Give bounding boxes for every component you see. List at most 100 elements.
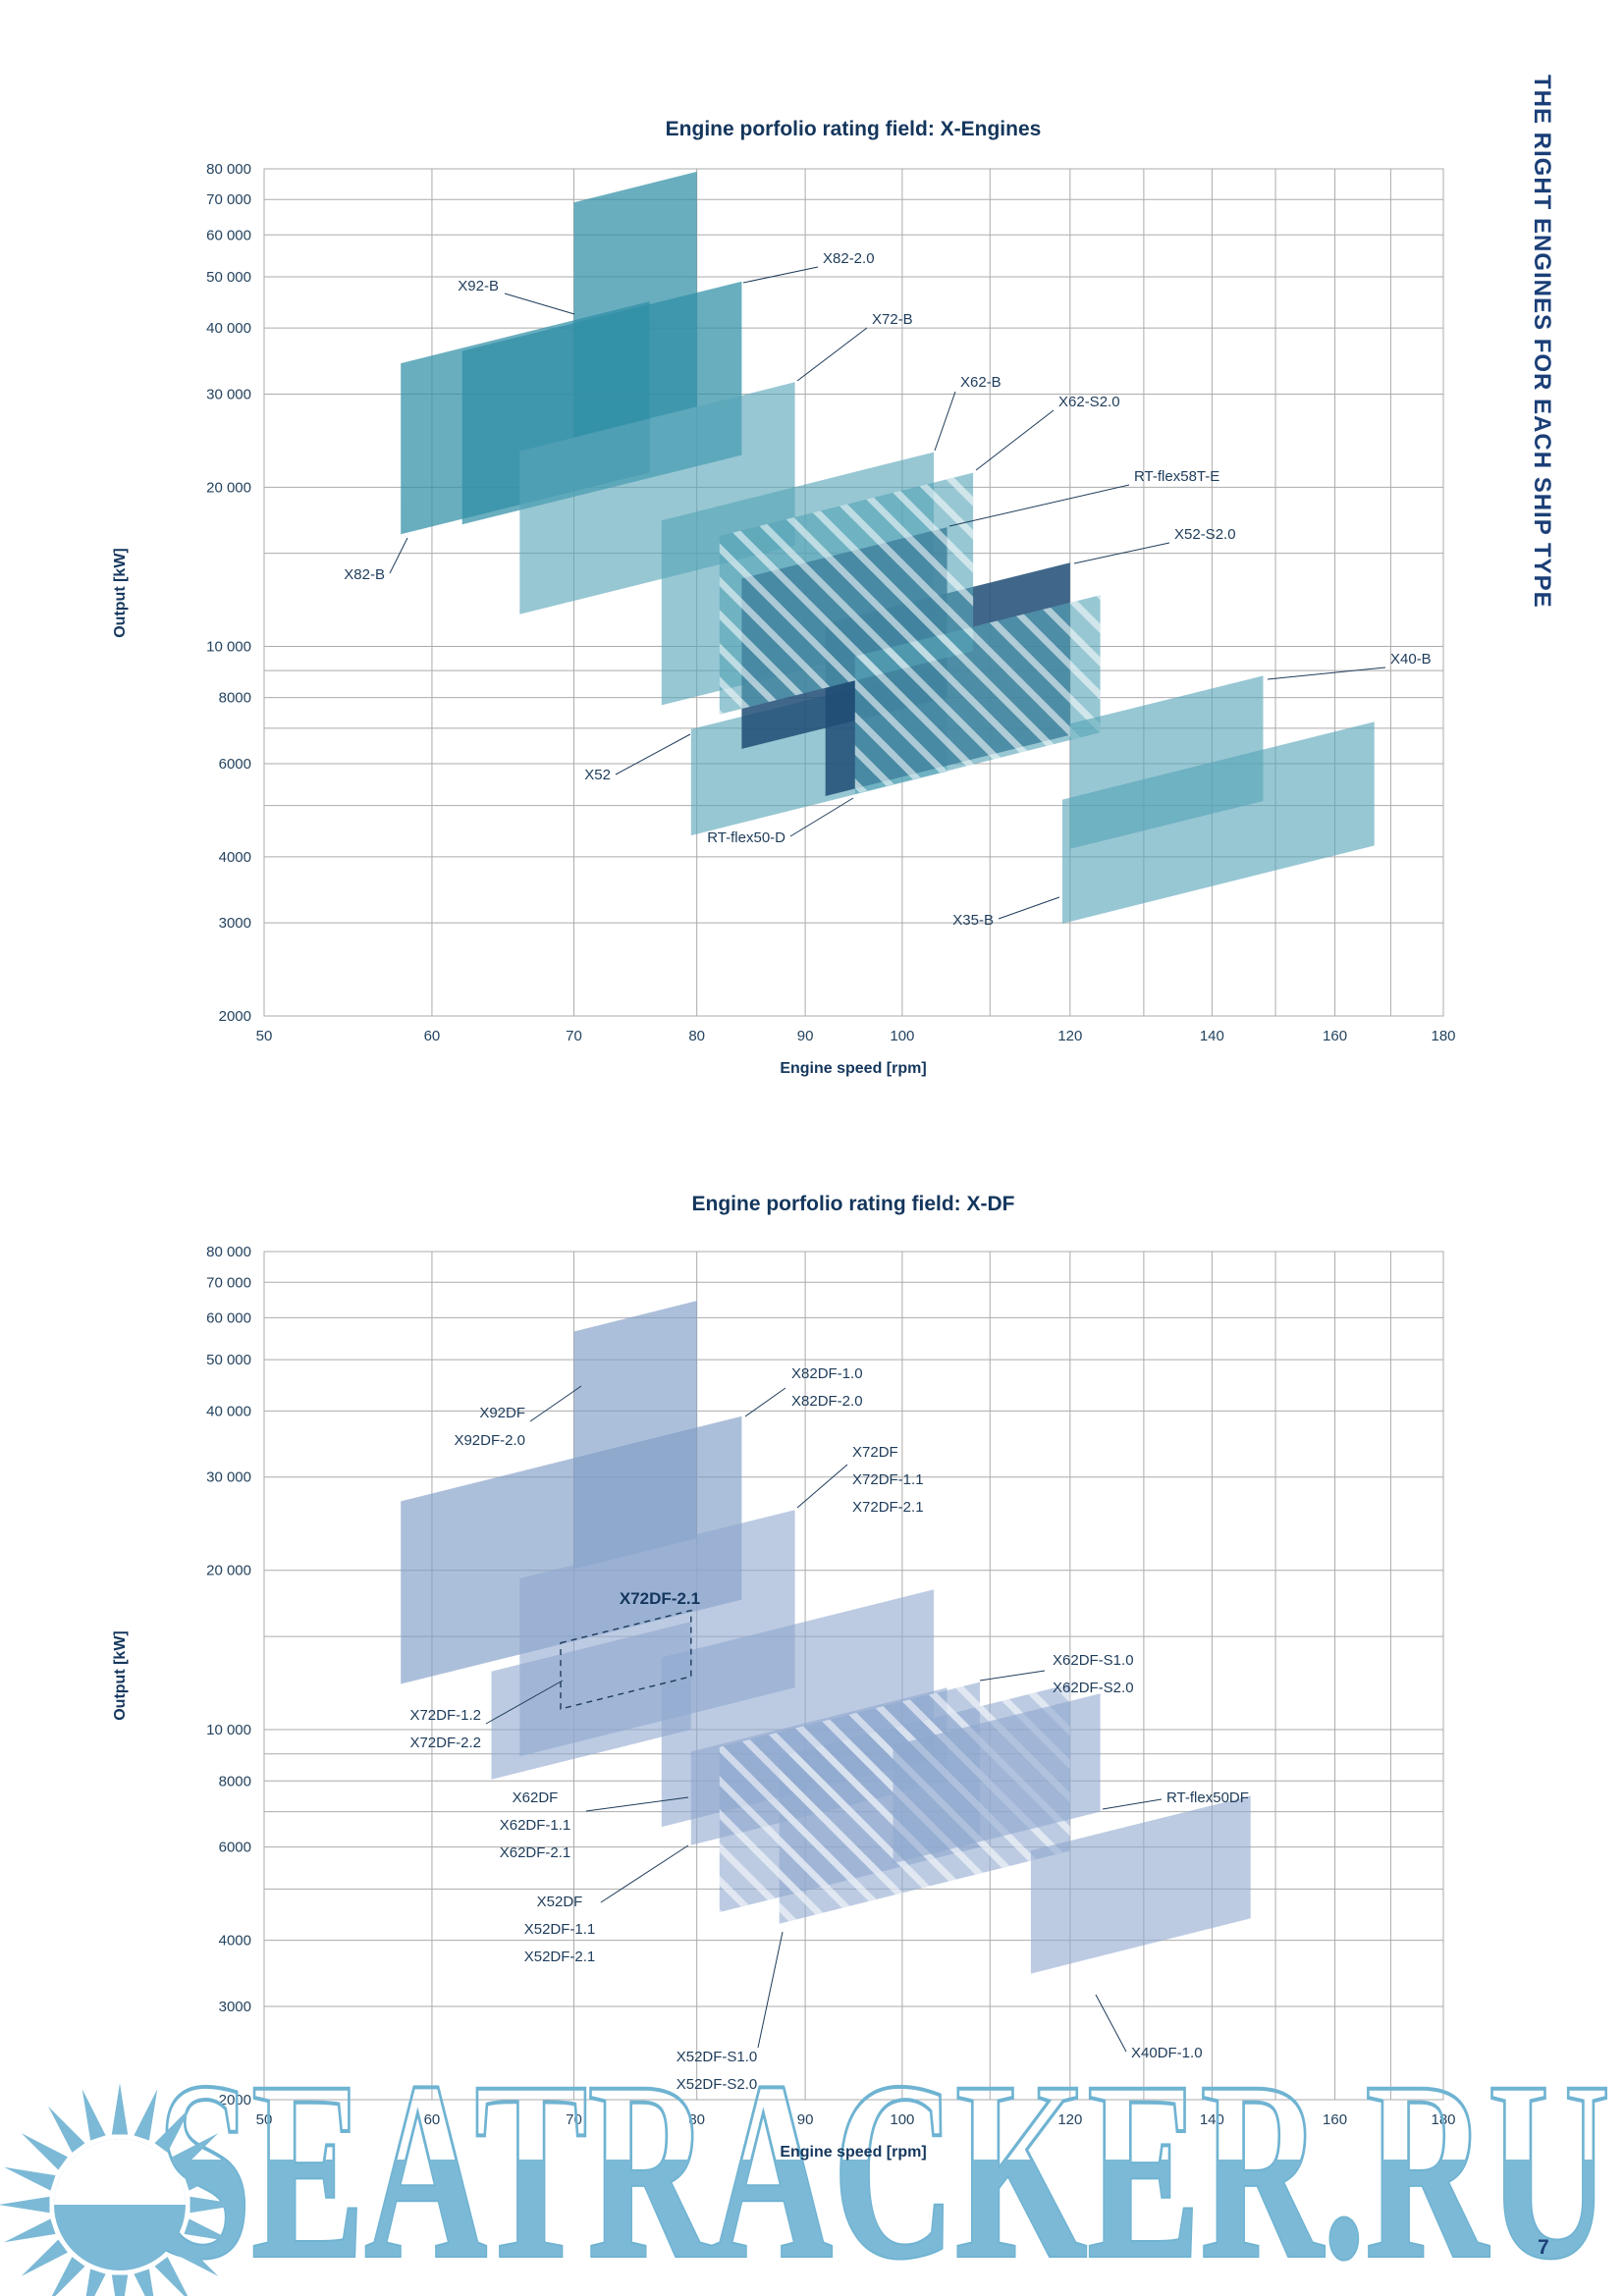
- x-tick-label: 70: [566, 1028, 582, 1044]
- x-tick-label: 80: [688, 2111, 705, 2128]
- engine-label: X52: [584, 767, 611, 783]
- y-tick-label: 80 000: [206, 161, 251, 178]
- engine-label: X52DF-S1.0 X52DF-S2.0: [677, 2049, 758, 2093]
- y-tick-label: 6000: [219, 1840, 251, 1856]
- y-tick-label: 10 000: [206, 638, 251, 655]
- leader-line: [975, 409, 1055, 471]
- region-hatch-RT-flex50-D: [854, 595, 1101, 794]
- y-tick-label: 70 000: [206, 1274, 251, 1291]
- region-X35-B: [1062, 721, 1375, 924]
- x-tick-label: 160: [1323, 2111, 1347, 2128]
- x-tick-label: 50: [256, 1028, 273, 1044]
- y-tick-label: 2000: [219, 2092, 251, 2109]
- engine-label: X82-2.0: [823, 250, 875, 267]
- y-tick-label: 8000: [219, 1773, 251, 1789]
- leader-line: [600, 1844, 689, 1903]
- engine-label: RT-flex50-D: [707, 829, 785, 846]
- engine-label: X82DF-1.0 X82DF-2.0: [791, 1365, 863, 1410]
- x-tick-label: 80: [688, 1028, 705, 1044]
- x-tick-label: 160: [1323, 1028, 1347, 1044]
- tick-labels: 80 000 70 000 60 000 50 000 40 000 30 000 20 0…: [206, 161, 1455, 1044]
- y-tick-label: 40 000: [206, 320, 251, 337]
- leader-line: [504, 293, 575, 315]
- charts-layer: 80 000 70 000 60 000 50 000 40 000 30 000 20 0…: [206, 161, 1455, 2128]
- y-tick-label: 20 000: [206, 1563, 251, 1579]
- x-tick-label: 90: [797, 2111, 814, 2128]
- leader-line: [1095, 1994, 1127, 2053]
- tick-labels: 80 000 70 000 60 000 50 000 40 000 30 000 20 0…: [206, 1244, 1455, 2128]
- y-tick-label: 3000: [219, 1999, 251, 2015]
- x-tick-label: 140: [1200, 1028, 1224, 1044]
- engine-label: X62DF-S1.0 X62DF-S2.0: [1053, 1652, 1134, 1696]
- chart-1: 80 000 70 000 60 000 50 000 40 000 30 000 20 0…: [206, 161, 1455, 1044]
- sun-rays: [0, 2083, 242, 2296]
- engine-label: X62-B: [960, 374, 1001, 391]
- leader-line: [529, 1385, 582, 1422]
- sun-logo-icon: [0, 2083, 242, 2296]
- engine-label: X40DF-1.0: [1131, 2045, 1203, 2061]
- engine-label: RT-flex50DF: [1166, 1789, 1249, 1806]
- leader-line: [485, 1680, 564, 1725]
- engine-label: X62-S2.0: [1058, 394, 1120, 410]
- y-tick-label: 6000: [219, 756, 251, 773]
- leader-line: [615, 733, 691, 775]
- x-tick-label: 120: [1057, 1028, 1082, 1044]
- engine-label: X52DF X52DF-1.1 X52DF-2.1: [524, 1894, 596, 1965]
- y-tick-label: 40 000: [206, 1403, 251, 1419]
- chart-2: 80 000 70 000 60 000 50 000 40 000 30 000 20 0…: [206, 1244, 1455, 2128]
- y-tick-label: 70 000: [206, 191, 251, 208]
- chart-2-title: Engine porfolio rating field: X-DF: [691, 1193, 1015, 1215]
- chart-2-xaxis-title: Engine speed [rpm]: [780, 2144, 927, 2161]
- leader-line: [998, 896, 1060, 920]
- x-tick-label: 140: [1200, 2111, 1224, 2128]
- chart-1-xaxis-title: Engine speed [rpm]: [780, 1060, 927, 1077]
- y-tick-label: 4000: [219, 1933, 251, 1949]
- x-tick-label: 70: [566, 2111, 582, 2128]
- leader-line: [796, 327, 868, 382]
- engine-label: X62DF X62DF-1.1 X62DF-2.1: [500, 1789, 571, 1861]
- engine-label: RT-flex58T-E: [1134, 468, 1219, 485]
- y-tick-label: 50 000: [206, 1352, 251, 1368]
- leader-line: [742, 266, 819, 284]
- engine-label: X72-B: [872, 311, 913, 328]
- region-X92DF: [573, 1301, 697, 1570]
- region-X72DF-2.1-field: [560, 1609, 692, 1710]
- engine-label: X92-B: [458, 278, 499, 294]
- x-tick-label: 180: [1431, 2111, 1455, 2128]
- x-tick-label: 180: [1431, 1028, 1455, 1044]
- y-tick-label: 4000: [219, 849, 251, 866]
- x-tick-label: 120: [1057, 2111, 1082, 2128]
- x-tick-label: 60: [424, 1028, 441, 1044]
- engine-label: X40-B: [1390, 651, 1432, 667]
- y-tick-label: 50 000: [206, 269, 251, 286]
- watermark: SEATRACKER.RU SEATRACKER.RU: [155, 2027, 1612, 2296]
- y-tick-label: 30 000: [206, 386, 251, 402]
- engine-label: X82-B: [344, 566, 385, 583]
- region-X92-B: [573, 171, 697, 438]
- chart-1-yaxis-title: Output [kW]: [112, 548, 129, 638]
- leader-line: [744, 1387, 786, 1417]
- y-tick-label: 2000: [219, 1008, 251, 1025]
- watermark-text-outline: SEATRACKER.RU: [157, 2029, 1610, 2296]
- leader-line: [1267, 667, 1386, 680]
- page-number: 7: [1538, 2236, 1549, 2259]
- leader-line: [1073, 542, 1170, 564]
- leader-line: [389, 537, 408, 574]
- sidebar-vertical-title: THE RIGHT ENGINES FOR EACH SHIP TYPE: [1529, 75, 1555, 609]
- leader-line: [796, 1464, 848, 1509]
- engine-label: X72DF X72DF-1.1 X72DF-2.1: [852, 1444, 924, 1516]
- y-tick-label: 20 000: [206, 479, 251, 496]
- x-tick-label: 60: [424, 2111, 441, 2128]
- watermark-text-fill: SEATRACKER.RU: [157, 2029, 1610, 2296]
- chart-2-yaxis-title: Output [kW]: [112, 1630, 129, 1721]
- engine-label: X35-B: [952, 912, 994, 929]
- engine-label: X72DF-2.1: [620, 1589, 700, 1608]
- y-tick-label: 80 000: [206, 1244, 251, 1260]
- y-tick-label: 8000: [219, 690, 251, 707]
- leader-line: [948, 484, 1130, 527]
- engine-label: X52-S2.0: [1174, 526, 1236, 543]
- leader-line: [757, 1931, 784, 2049]
- x-tick-label: 90: [797, 1028, 814, 1044]
